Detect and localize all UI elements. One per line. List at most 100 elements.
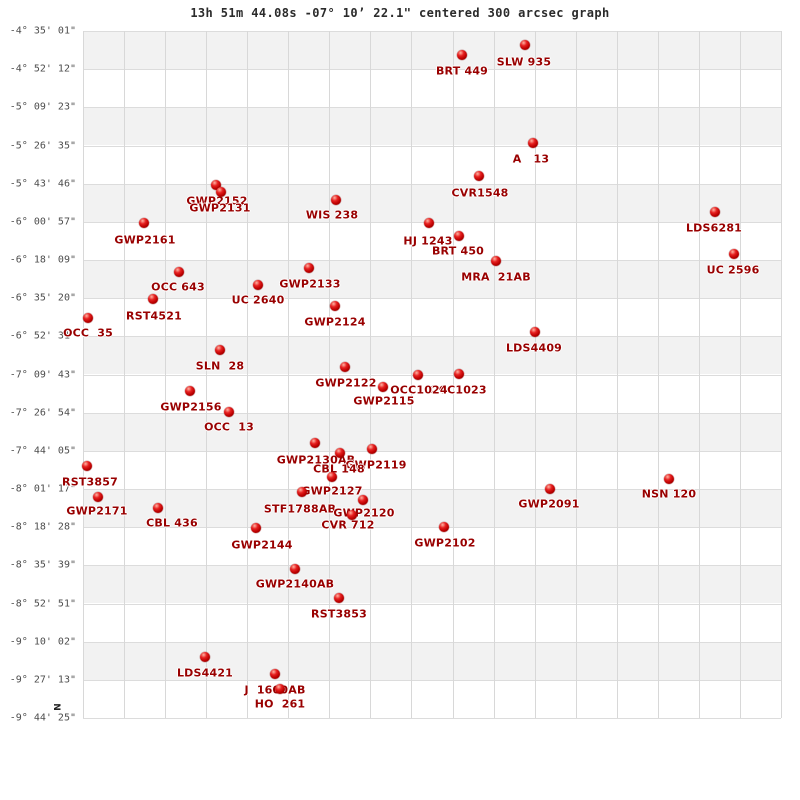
row-stripe [83,412,781,451]
star-label: STF1788AB [263,502,337,516]
star-point [216,187,226,197]
star-label: GWP2091 [518,497,580,511]
star-label: GWP2122 [315,376,377,390]
gridline-v [165,31,167,718]
star-point [82,461,92,471]
star-label: RST3857 [62,475,118,489]
star-label: GWP2124 [304,315,366,329]
star-label: HO 261 [254,697,306,711]
gridline-v [370,31,372,718]
star-point [474,171,484,181]
y-tick-label: -8° 01' 17" [9,483,76,495]
star-point [215,345,225,355]
y-tick-label: -7° 44' 05" [9,445,76,457]
row-stripe [83,641,781,680]
star-label: CBL 148 [313,462,365,476]
star-point [520,40,530,50]
y-tick-label: -6° 18' 09" [9,254,76,266]
gridline-v [206,31,208,718]
star-point [454,231,464,241]
star-label: OCC1024 [390,383,448,397]
star-label: BRT 449 [435,64,489,78]
star-point [335,448,345,458]
star-point [310,438,320,448]
gridline-v [124,31,126,718]
y-tick-label: -9° 44' 25" [9,712,76,724]
star-label: GWP2127 [301,484,363,498]
gridline-v [575,31,577,718]
star-point [251,523,261,533]
star-point [367,444,377,454]
star-point [340,362,350,372]
star-label: GWP2140AB [255,577,335,591]
star-label: LDS4421 [176,666,234,680]
gridline-v [452,31,454,718]
gridline-h [83,412,781,414]
star-point [211,180,221,190]
star-point [148,294,158,304]
star-point [200,652,210,662]
star-point [424,218,434,228]
star-point [729,249,739,259]
gridline-v [288,31,290,718]
star-point [327,472,337,482]
star-point [491,256,501,266]
star-point [528,138,538,148]
star-point [334,593,344,603]
compass-north-icon: N [51,703,61,711]
star-point [454,369,464,379]
row-stripe [83,31,781,70]
gridline-v [247,31,249,718]
star-label: GWP2144 [231,538,293,552]
star-point [331,195,341,205]
star-label: OCC1023 [429,383,487,397]
star-label: SLW 935 [496,55,552,69]
gridline-v [411,31,413,718]
star-point [457,50,467,60]
y-tick-label: -7° 26' 54" [9,407,76,419]
gridline-v [781,31,782,718]
star-point [304,263,314,273]
gridline-h [83,527,781,529]
star-point [413,370,423,380]
gridline-h [83,718,781,719]
star-label: GWP2115 [353,394,415,408]
star-point [710,207,720,217]
star-point [253,280,263,290]
gridline-h [83,31,781,32]
star-label: RST3853 [311,607,367,621]
row-stripe [83,260,781,299]
gridline-h [83,69,781,71]
star-point [83,313,93,323]
star-point [439,522,449,532]
gridline-v [534,31,536,718]
gridline-v [83,31,84,718]
gridline-h [83,145,781,147]
y-tick-label: -9° 10' 02" [9,636,76,648]
gridline-h [83,107,781,109]
star-point [153,503,163,513]
star-label: CBL 436 [146,516,198,530]
star-label: CVR1548 [451,186,509,200]
star-label: UC 2596 [706,263,760,277]
gridline-h [83,260,781,261]
y-tick-label: -5° 26' 35" [9,140,76,151]
gridline-h [83,183,781,185]
row-stripe [83,336,781,375]
star-label: OCC 35 [63,326,113,340]
row-stripe [83,565,781,604]
star-label: GWP2156 [160,400,222,414]
star-point [185,386,195,396]
star-label: WIS 238 [305,208,359,222]
y-tick-label: -4° 52' 12" [9,63,76,75]
star-label: GWP2131 [189,201,251,215]
star-point [139,218,149,228]
y-tick-label: -5° 09' 23" [9,101,76,113]
gridline-h [83,641,781,643]
star-label: LDS4409 [505,341,563,355]
gridline-h [83,679,781,681]
star-point [664,474,674,484]
row-stripe [83,107,781,146]
star-label: UC 2640 [231,293,285,307]
star-label: MRA 21AB [461,270,531,284]
